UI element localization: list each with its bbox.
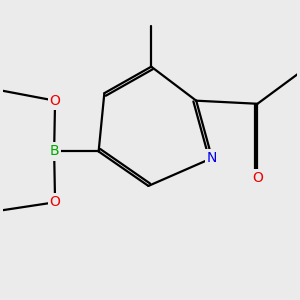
Text: N: N [207, 151, 217, 165]
Text: O: O [50, 94, 61, 108]
Text: B: B [49, 145, 59, 158]
Text: O: O [50, 195, 61, 209]
Text: O: O [252, 171, 263, 185]
